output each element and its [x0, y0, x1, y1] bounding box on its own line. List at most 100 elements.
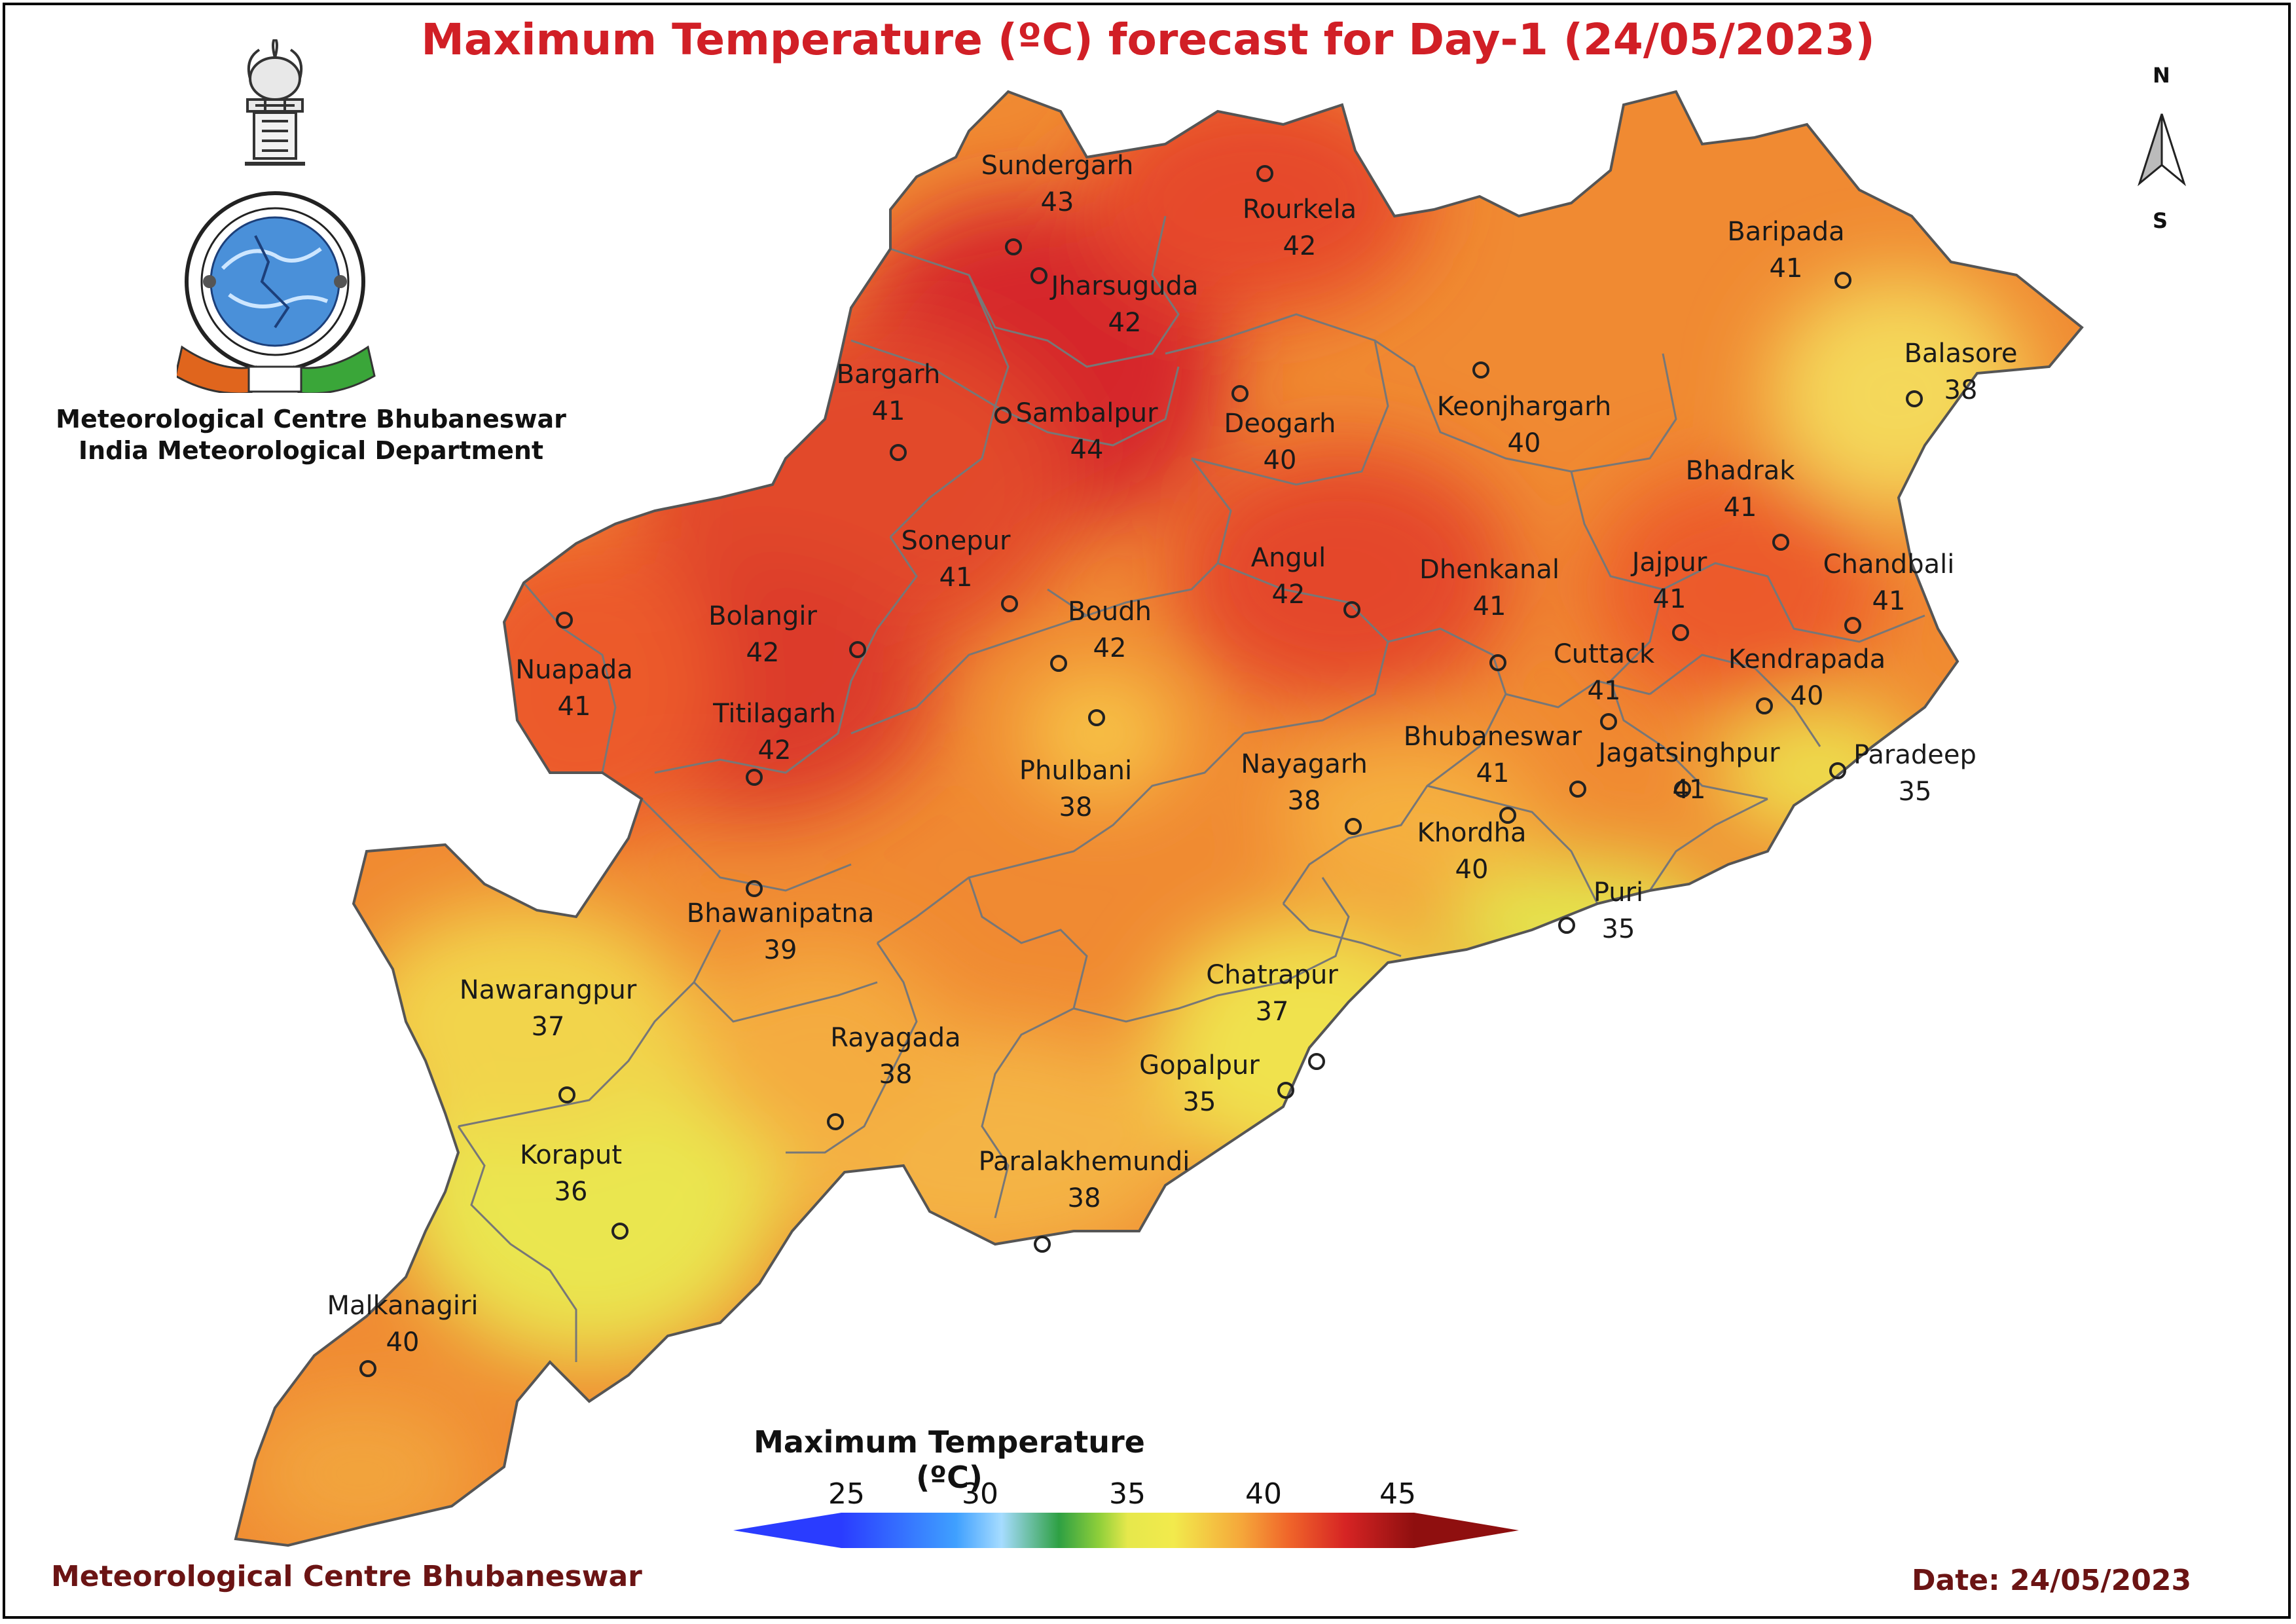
station-name: Jharsuguda: [1049, 271, 1199, 301]
station-temperature: 38: [1944, 375, 1978, 405]
station-marker: [746, 769, 763, 786]
station-temperature: 39: [764, 935, 797, 965]
station-marker: [1834, 272, 1851, 289]
station-balasore: Balasore 38: [1904, 339, 2018, 407]
legend-title: Maximum Temperature (ºC): [754, 1424, 1145, 1495]
legend-tick-25: 25: [828, 1477, 865, 1511]
station-name: Cuttack: [1554, 639, 1655, 669]
station-nuapada: Nuapada 41: [515, 612, 633, 722]
station-temperature: 36: [555, 1177, 588, 1207]
station-marker: [1844, 617, 1861, 634]
station-temperature: 42: [746, 638, 780, 668]
legend-arrow-low: [733, 1513, 841, 1548]
station-temperature: 42: [1093, 633, 1127, 663]
station-marker: [1472, 361, 1489, 378]
station-name: Malkanagiri: [327, 1291, 478, 1321]
station-temperature: 44: [1070, 435, 1104, 465]
station-temperature: 40: [1264, 445, 1297, 475]
station-marker: [1277, 1082, 1294, 1099]
district-boundaries: [457, 215, 1925, 1362]
station-temperature: 41: [1872, 586, 1906, 616]
station-rourkela: Rourkela 42: [1243, 165, 1357, 261]
station-temperature: 37: [532, 1012, 565, 1042]
org-name-line1: Meteorological Centre Bhubaneswar: [56, 405, 566, 434]
station-name: Kendrapada: [1728, 644, 1886, 674]
station-jagatsinghpur: Jagatsinghpur 41: [1596, 738, 1780, 805]
station-marker: [1050, 655, 1067, 672]
station-name: Khordha: [1417, 818, 1526, 848]
station-puri: Puri 35: [1558, 877, 1643, 944]
station-bhawanipatna: Bhawanipatna 39: [687, 880, 874, 965]
station-marker: [1569, 781, 1586, 798]
org-name-line2: India Meteorological Department: [78, 436, 544, 465]
station-temperature: 41: [872, 396, 905, 426]
station-temperature: 41: [939, 563, 973, 593]
station-marker: [1499, 807, 1516, 824]
station-malkanagiri: Malkanagiri 40: [327, 1291, 479, 1377]
station-marker: [1308, 1053, 1325, 1070]
station-temperature: 41: [1724, 492, 1757, 523]
station-name: Puri: [1594, 877, 1643, 908]
station-marker: [1674, 781, 1691, 798]
station-kendrapada: Kendrapada 40: [1728, 644, 1886, 714]
station-name: Jajpur: [1630, 547, 1707, 578]
station-bhadrak: Bhadrak 41: [1686, 456, 1795, 551]
station-temperature: 38: [879, 1060, 913, 1090]
station-marker: [1600, 713, 1617, 730]
station-boudh: Boudh 42: [1050, 597, 1152, 672]
station-chandbali: Chandbali 41: [1823, 549, 1955, 634]
station-name: Rourkela: [1243, 194, 1357, 225]
station-name: Paralakhemundi: [979, 1147, 1190, 1177]
station-name: Chandbali: [1823, 549, 1955, 580]
station-marker: [1772, 534, 1789, 551]
station-temperature: 41: [1473, 591, 1506, 621]
map-title: Maximum Temperature (ºC) forecast for Da…: [421, 14, 1875, 65]
station-marker: [1034, 1236, 1051, 1253]
station-angul: Angul 42: [1251, 543, 1360, 618]
station-marker: [1756, 697, 1773, 714]
station-name: Boudh: [1068, 597, 1152, 627]
station-marker: [1489, 654, 1506, 671]
station-name: Gopalpur: [1139, 1050, 1260, 1080]
station-titilagarh: Titilagarh 42: [712, 699, 836, 786]
compass-north-label: N: [2153, 63, 2170, 88]
station-temperature: 40: [1455, 855, 1489, 885]
station-name: Rayagada: [830, 1023, 960, 1053]
station-name: Nayagarh: [1241, 749, 1368, 779]
station-marker: [359, 1360, 376, 1377]
color-legend: [733, 1513, 1519, 1548]
station-temperature: 35: [1899, 777, 1932, 807]
station-name: Angul: [1251, 543, 1326, 573]
station-marker: [1345, 818, 1362, 835]
station-name: Titilagarh: [712, 699, 836, 729]
footer-date: Date: 24/05/2023: [1912, 1564, 2192, 1597]
station-bolangir: Bolangir 42: [708, 601, 866, 668]
legend-arrow-high: [1414, 1513, 1519, 1548]
station-name: Bargarh: [837, 360, 941, 390]
station-name: Sundergarh: [981, 151, 1134, 181]
station-marker: [1906, 390, 1923, 407]
station-chatrapur: Chatrapur 37: [1206, 960, 1338, 1070]
station-name: Koraput: [520, 1140, 622, 1170]
station-nayagarh: Nayagarh 38: [1241, 749, 1368, 835]
station-koraput: Koraput 36: [520, 1140, 629, 1240]
station-marker: [890, 444, 907, 461]
station-phulbani: Phulbani 38: [1019, 709, 1132, 822]
station-marker: [1829, 762, 1846, 779]
station-name: Bhawanipatna: [687, 898, 874, 929]
national-emblem-icon: [245, 39, 305, 166]
station-temperature: 40: [386, 1327, 420, 1357]
station-temperature: 41: [1476, 758, 1510, 788]
station-name: Phulbani: [1019, 756, 1132, 786]
station-sundergarh: Sundergarh 43: [981, 151, 1134, 255]
station-marker: [994, 407, 1011, 424]
station-name: Paradeep: [1853, 740, 1977, 770]
station-temperature: 43: [1041, 187, 1074, 217]
station-name: Nawarangpur: [460, 975, 637, 1005]
legend-tick-45: 45: [1379, 1477, 1416, 1511]
station-marker: [746, 880, 763, 897]
station-temperature: 42: [1108, 308, 1142, 338]
station-name: Nuapada: [515, 655, 633, 685]
station-khordha: Khordha 40: [1417, 807, 1527, 885]
